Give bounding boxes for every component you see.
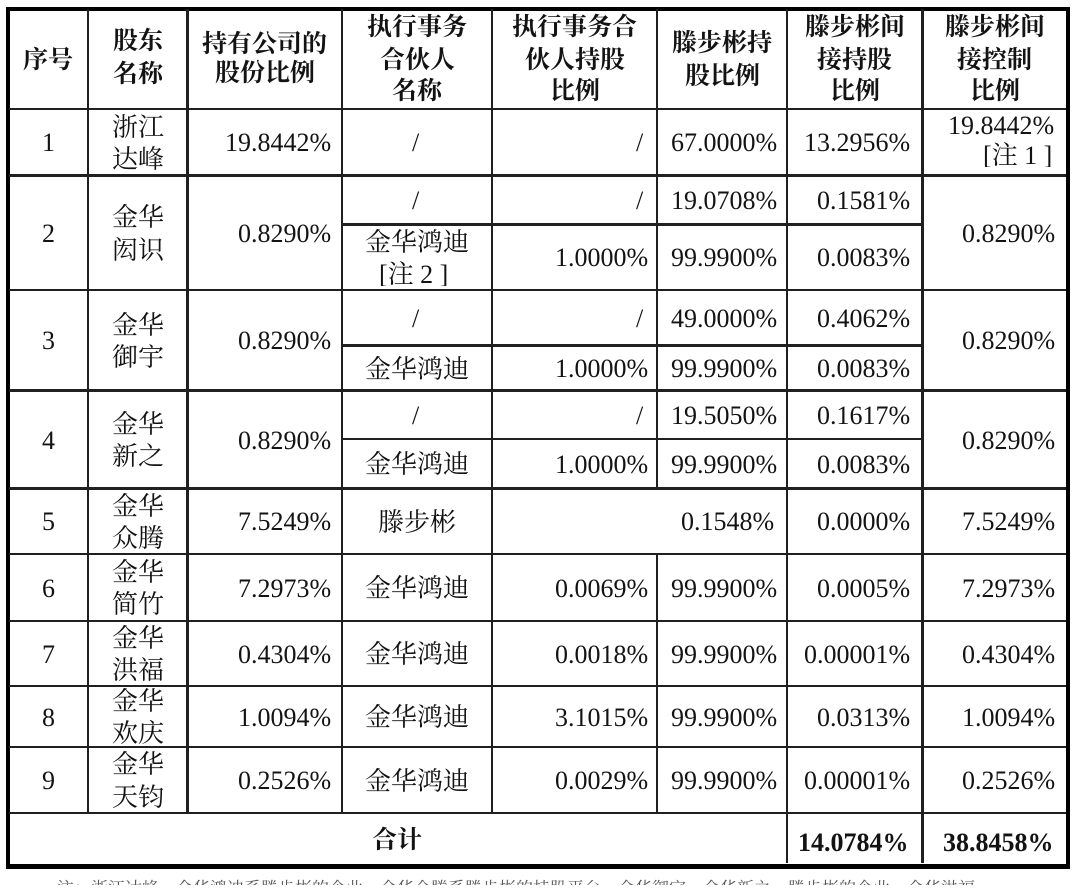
svg-text:1.0000%: 1.0000%	[555, 354, 648, 380]
svg-text:19.0708%: 19.0708%	[671, 186, 777, 212]
svg-text:4: 4	[42, 426, 55, 452]
svg-text:0.0083%: 0.0083%	[817, 243, 910, 269]
svg-text:1.0094%: 1.0094%	[962, 703, 1055, 729]
svg-text:[: [	[983, 141, 992, 167]
svg-text:19.8442%: 19.8442%	[948, 111, 1054, 137]
svg-text:19.5050%: 19.5050%	[671, 401, 777, 427]
svg-text:0.8290%: 0.8290%	[962, 219, 1055, 245]
svg-text:/: /	[636, 128, 643, 154]
svg-text:0.0000%: 0.0000%	[817, 507, 910, 533]
svg-text:]: ]	[1044, 141, 1053, 167]
svg-text:5: 5	[42, 507, 55, 533]
svg-text:0.1617%: 0.1617%	[817, 401, 910, 427]
svg-text:/: /	[636, 186, 643, 212]
svg-text:0.0083%: 0.0083%	[817, 354, 910, 380]
svg-text:0.2526%: 0.2526%	[962, 766, 1055, 792]
svg-text:0.8290%: 0.8290%	[962, 326, 1055, 352]
svg-text:99.9900%: 99.9900%	[671, 243, 777, 269]
svg-text:/: /	[636, 401, 643, 427]
svg-text:49.0000%: 49.0000%	[671, 304, 777, 330]
svg-text:0.0005%: 0.0005%	[817, 574, 910, 600]
svg-text:38.8458%: 38.8458%	[943, 828, 1054, 854]
svg-text:0.4304%: 0.4304%	[238, 640, 331, 666]
svg-text:0.0313%: 0.0313%	[817, 703, 910, 729]
svg-text:]: ]	[439, 260, 448, 286]
svg-text:0.8290%: 0.8290%	[962, 426, 1055, 452]
svg-text:1.0000%: 1.0000%	[555, 450, 648, 476]
svg-text:0.0069%: 0.0069%	[555, 574, 648, 600]
svg-text:7.5249%: 7.5249%	[238, 507, 331, 533]
svg-text:19.8442%: 19.8442%	[225, 128, 331, 154]
svg-text:2: 2	[42, 219, 55, 245]
svg-text:99.9900%: 99.9900%	[671, 703, 777, 729]
svg-text:0.8290%: 0.8290%	[238, 426, 331, 452]
svg-text:[: [	[379, 260, 388, 286]
svg-text:13.2956%: 13.2956%	[804, 128, 910, 154]
svg-text:1.0094%: 1.0094%	[238, 703, 331, 729]
svg-text:/: /	[412, 401, 419, 427]
svg-text:1.0000%: 1.0000%	[555, 243, 648, 269]
svg-text:0.1548%: 0.1548%	[681, 507, 774, 533]
svg-text:9: 9	[42, 766, 55, 792]
svg-text:99.9900%: 99.9900%	[671, 574, 777, 600]
svg-text:0.4062%: 0.4062%	[817, 304, 910, 330]
svg-text:0.0029%: 0.0029%	[555, 766, 648, 792]
svg-text:0.00001%: 0.00001%	[804, 766, 910, 792]
svg-text:99.9900%: 99.9900%	[671, 766, 777, 792]
svg-text:1: 1	[1024, 141, 1037, 167]
svg-text:/: /	[636, 304, 643, 330]
svg-text:3.1015%: 3.1015%	[555, 703, 648, 729]
svg-text:7.2973%: 7.2973%	[962, 574, 1055, 600]
svg-text:3: 3	[42, 326, 55, 352]
svg-text:0.1581%: 0.1581%	[817, 186, 910, 212]
svg-text:0.4304%: 0.4304%	[962, 640, 1055, 666]
svg-text:99.9900%: 99.9900%	[671, 450, 777, 476]
svg-text:0.0083%: 0.0083%	[817, 450, 910, 476]
svg-text:0.8290%: 0.8290%	[238, 326, 331, 352]
svg-text:0.0018%: 0.0018%	[555, 640, 648, 666]
svg-text:1: 1	[42, 128, 55, 154]
svg-text:/: /	[412, 186, 419, 212]
svg-text:99.9900%: 99.9900%	[671, 640, 777, 666]
svg-text:2: 2	[420, 260, 433, 286]
svg-text:/: /	[412, 128, 419, 154]
svg-text:7.2973%: 7.2973%	[238, 574, 331, 600]
svg-text:14.0784%: 14.0784%	[798, 828, 909, 854]
svg-text:8: 8	[42, 703, 55, 729]
svg-text:7.5249%: 7.5249%	[962, 507, 1055, 533]
svg-text:99.9900%: 99.9900%	[671, 354, 777, 380]
svg-text:67.0000%: 67.0000%	[671, 128, 777, 154]
svg-text:7: 7	[42, 640, 55, 666]
svg-text:0.8290%: 0.8290%	[238, 219, 331, 245]
svg-text:0.00001%: 0.00001%	[804, 640, 910, 666]
svg-text:/: /	[412, 304, 419, 330]
svg-text:6: 6	[42, 574, 55, 600]
svg-text:0.2526%: 0.2526%	[238, 766, 331, 792]
